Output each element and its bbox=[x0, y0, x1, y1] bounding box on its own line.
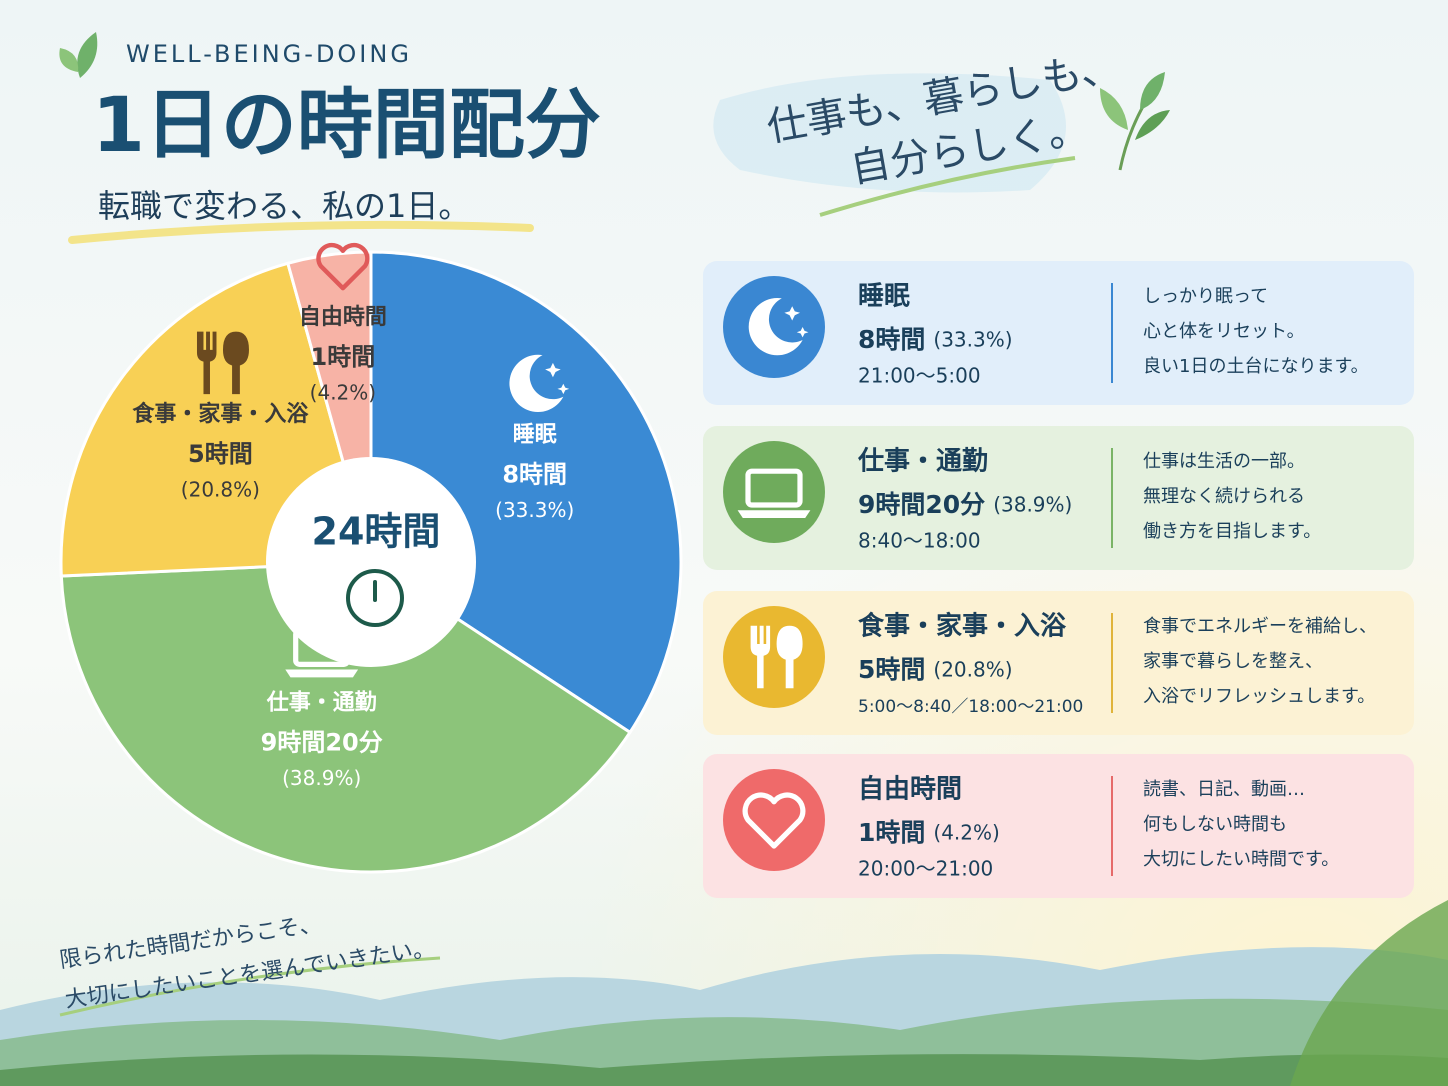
fork-icon bbox=[750, 625, 771, 689]
card-description: 仕事は生活の一部。 bbox=[1143, 451, 1305, 472]
card-time: 5:00〜8:40／18:00〜21:00 bbox=[858, 697, 1083, 717]
laptop-base bbox=[737, 510, 811, 518]
card-icon-bg bbox=[723, 276, 825, 378]
card-description: しっかり眠って bbox=[1143, 286, 1268, 307]
slice-percent: (20.8%) bbox=[181, 477, 260, 501]
subtitle-underline bbox=[68, 220, 534, 244]
laptop-base bbox=[285, 669, 359, 678]
moon-icon bbox=[748, 298, 803, 356]
underline bbox=[819, 156, 1076, 217]
moon-icon bbox=[509, 354, 564, 412]
card-description: 家事で暮らしを整え、 bbox=[1143, 651, 1323, 672]
fork-icon bbox=[196, 331, 217, 395]
slice-category: 自由時間 bbox=[299, 304, 387, 330]
icon bbox=[509, 354, 570, 412]
card-time: 8:40〜18:00 bbox=[858, 529, 981, 553]
card bbox=[703, 754, 1414, 898]
card-title: 食事・家事・入浴 bbox=[858, 611, 1067, 642]
card-duration: 9時間20分 bbox=[858, 490, 985, 519]
slice-category: 睡眠 bbox=[513, 423, 557, 448]
card-duration: 1時間 bbox=[858, 818, 925, 847]
card bbox=[703, 591, 1414, 735]
brush-stroke bbox=[713, 73, 1066, 193]
card-icon-bg bbox=[723, 606, 825, 708]
icon bbox=[196, 331, 249, 395]
card-title: 自由時間 bbox=[858, 774, 962, 805]
card bbox=[703, 261, 1414, 405]
star-icon bbox=[784, 306, 809, 338]
chart-subtitle: 転職で変わる、私の1日。 bbox=[98, 187, 470, 225]
card-duration: 5時間 bbox=[858, 655, 925, 684]
card-description: 良い1日の土台になります。 bbox=[1143, 356, 1369, 377]
slice-duration: 1時間 bbox=[311, 343, 376, 371]
card bbox=[703, 426, 1414, 570]
slice-duration: 5時間 bbox=[188, 440, 253, 468]
center-label: 24時間 bbox=[312, 510, 441, 554]
icon bbox=[748, 298, 809, 356]
card-percent: (38.9%) bbox=[993, 493, 1072, 517]
chart-area: 睡眠 8時間 (33.3%) 仕事・通勤 9時間20分 (38.9%) 食事・家事・入浴 5時… bbox=[59, 242, 1414, 898]
slice-percent: (33.3%) bbox=[495, 498, 574, 522]
slice-duration: 9時間20分 bbox=[261, 728, 383, 756]
icon bbox=[742, 792, 806, 849]
card-time: 20:00〜21:00 bbox=[858, 857, 993, 881]
card-icon-bg bbox=[723, 441, 825, 543]
card-icon-bg bbox=[723, 769, 825, 871]
slice-percent: (4.2%) bbox=[310, 381, 376, 405]
heart-icon bbox=[742, 792, 806, 849]
slice-duration: 8時間 bbox=[502, 461, 567, 489]
card-description: 食事でエネルギーを補給し、 bbox=[1143, 616, 1377, 637]
card-title: 仕事・通勤 bbox=[857, 447, 988, 477]
slice-category: 食事・家事・入浴 bbox=[132, 401, 309, 427]
slice-category: 仕事・通勤 bbox=[266, 689, 377, 715]
card-description: 何もしない時間も bbox=[1143, 814, 1287, 835]
card-description: 読書、日記、動画… bbox=[1143, 779, 1305, 800]
card-title: 睡眠 bbox=[858, 282, 910, 312]
foliage bbox=[1290, 900, 1448, 1086]
icon bbox=[737, 468, 811, 518]
pie-slice bbox=[59, 560, 633, 874]
slice-percent: (38.9%) bbox=[282, 766, 361, 790]
card-percent: (20.8%) bbox=[933, 658, 1012, 682]
card-percent: (4.2%) bbox=[933, 821, 999, 845]
brand: WELL-BEING-DOING bbox=[126, 40, 412, 68]
mountains-near bbox=[0, 1054, 1448, 1086]
card-description: 大切にしたい時間です。 bbox=[1143, 849, 1339, 870]
chart-title: 1日の時間配分 bbox=[92, 80, 601, 169]
heart-icon bbox=[316, 242, 370, 291]
icon bbox=[750, 625, 803, 689]
leaf-deco bbox=[1100, 72, 1170, 171]
star-icon bbox=[545, 362, 570, 395]
laptop-icon bbox=[745, 468, 803, 508]
card-description: 心と体をリセット。 bbox=[1143, 321, 1305, 342]
clock-icon bbox=[346, 569, 404, 627]
icon bbox=[316, 242, 370, 291]
card-description: 働き方を目指します。 bbox=[1143, 521, 1321, 542]
note-underline bbox=[59, 956, 441, 1017]
spoon-icon bbox=[222, 331, 249, 395]
card-time: 21:00〜5:00 bbox=[858, 364, 981, 388]
spoon-icon bbox=[776, 625, 803, 689]
card-description: 入浴でリフレッシュします。 bbox=[1143, 686, 1375, 707]
card-description: 無理なく続けられる bbox=[1143, 486, 1305, 507]
leaf-icon bbox=[59, 32, 98, 78]
center-circle bbox=[266, 457, 476, 667]
card-percent: (33.3%) bbox=[933, 328, 1012, 352]
card-duration: 8時間 bbox=[858, 325, 925, 354]
